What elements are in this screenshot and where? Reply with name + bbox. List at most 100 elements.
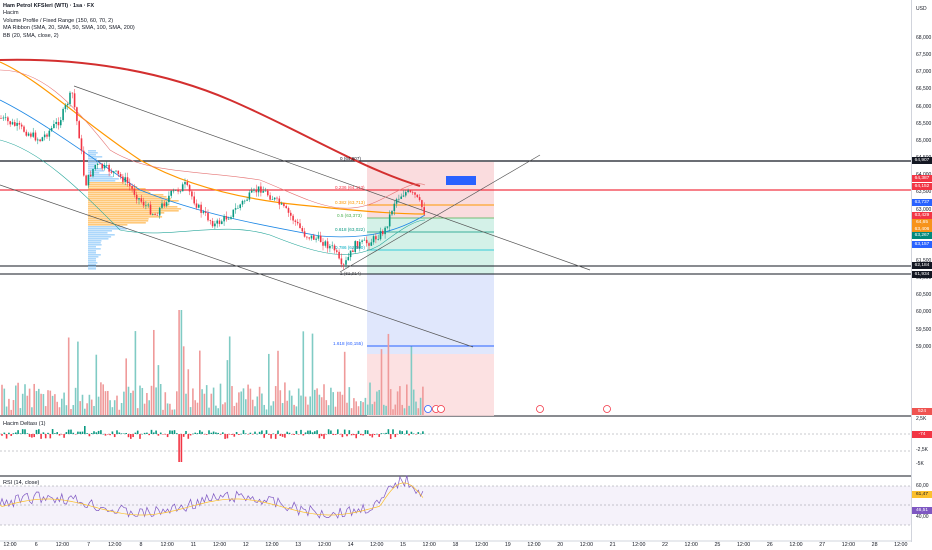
- candle[interactable]: [39, 139, 41, 142]
- candle[interactable]: [214, 223, 216, 227]
- candle[interactable]: [234, 208, 237, 210]
- candle[interactable]: [110, 171, 113, 173]
- symbol-title[interactable]: Ham Petrol KFSleri (WTI) · 1sa · FX: [3, 3, 95, 9]
- candle[interactable]: [409, 190, 412, 193]
- candle[interactable]: [241, 200, 244, 205]
- candle[interactable]: [237, 208, 239, 209]
- candle[interactable]: [411, 192, 414, 193]
- candle[interactable]: [331, 245, 333, 247]
- candle[interactable]: [317, 235, 320, 239]
- volume-series[interactable]: [1, 310, 424, 415]
- candle[interactable]: [18, 122, 21, 125]
- candle[interactable]: [32, 132, 34, 137]
- candle[interactable]: [87, 174, 90, 186]
- candle[interactable]: [71, 92, 74, 94]
- candle[interactable]: [308, 237, 310, 239]
- candle[interactable]: [262, 191, 264, 193]
- candle[interactable]: [416, 194, 419, 198]
- candle[interactable]: [43, 134, 46, 138]
- candle[interactable]: [172, 190, 175, 192]
- candle[interactable]: [25, 131, 28, 136]
- candle[interactable]: [393, 203, 396, 212]
- candle[interactable]: [207, 212, 209, 221]
- candle[interactable]: [195, 203, 198, 208]
- candle[interactable]: [278, 198, 281, 205]
- candle[interactable]: [368, 243, 370, 246]
- candle[interactable]: [405, 192, 407, 196]
- candle[interactable]: [126, 177, 129, 184]
- candle[interactable]: [145, 205, 147, 207]
- candle[interactable]: [239, 204, 241, 209]
- candle[interactable]: [163, 203, 166, 206]
- candle[interactable]: [48, 130, 51, 137]
- candle[interactable]: [30, 133, 32, 137]
- candle[interactable]: [267, 190, 269, 196]
- candle[interactable]: [292, 215, 294, 221]
- candle[interactable]: [85, 175, 87, 186]
- candle[interactable]: [20, 124, 23, 127]
- candle[interactable]: [168, 195, 170, 203]
- candle[interactable]: [83, 150, 85, 176]
- rsi-panel-title[interactable]: RSI (14, close): [3, 480, 40, 486]
- candle[interactable]: [2, 117, 5, 119]
- candle[interactable]: [356, 241, 359, 249]
- candle[interactable]: [62, 108, 64, 121]
- candle[interactable]: [131, 186, 133, 189]
- candle[interactable]: [191, 191, 193, 197]
- candle[interactable]: [41, 137, 44, 142]
- candle[interactable]: [11, 122, 14, 125]
- candle[interactable]: [386, 226, 389, 228]
- candle[interactable]: [324, 241, 327, 246]
- candle[interactable]: [14, 122, 16, 126]
- candle[interactable]: [352, 250, 354, 252]
- candle[interactable]: [149, 204, 152, 215]
- legend-bb[interactable]: BB (20, SMA, close, 2): [3, 32, 59, 39]
- candle[interactable]: [255, 189, 258, 193]
- candle[interactable]: [276, 197, 278, 199]
- candle[interactable]: [122, 176, 124, 182]
- candle[interactable]: [361, 240, 363, 242]
- candle[interactable]: [92, 168, 94, 177]
- candle[interactable]: [345, 260, 347, 265]
- candle[interactable]: [138, 198, 140, 200]
- candle[interactable]: [340, 258, 343, 265]
- candle[interactable]: [310, 235, 313, 239]
- candle[interactable]: [9, 121, 11, 125]
- candle[interactable]: [382, 231, 384, 235]
- candle[interactable]: [158, 207, 161, 216]
- candlestick-series[interactable]: [0, 88, 425, 270]
- trendline-rising[interactable]: [339, 154, 541, 273]
- candle[interactable]: [188, 185, 191, 192]
- candle[interactable]: [177, 189, 179, 192]
- candle[interactable]: [117, 170, 120, 174]
- volume-profile[interactable]: [88, 150, 182, 270]
- ma-50-line[interactable]: [0, 99, 426, 238]
- candle[interactable]: [124, 177, 126, 182]
- candle[interactable]: [313, 235, 315, 240]
- candle[interactable]: [253, 189, 255, 191]
- candle[interactable]: [246, 199, 248, 201]
- candle[interactable]: [78, 121, 80, 139]
- candle[interactable]: [402, 195, 405, 197]
- candle[interactable]: [384, 227, 386, 235]
- ma-100-line[interactable]: [0, 61, 426, 215]
- candle[interactable]: [372, 236, 375, 243]
- candle[interactable]: [94, 165, 97, 169]
- candle[interactable]: [375, 236, 377, 240]
- candle[interactable]: [338, 251, 340, 259]
- candle[interactable]: [34, 132, 37, 141]
- candle[interactable]: [290, 212, 292, 216]
- economic-event-icons[interactable]: [424, 405, 611, 413]
- candle[interactable]: [50, 128, 53, 131]
- candle[interactable]: [4, 117, 7, 119]
- candle[interactable]: [232, 209, 235, 218]
- candle[interactable]: [414, 192, 416, 195]
- candle[interactable]: [23, 126, 25, 132]
- candle[interactable]: [363, 239, 366, 241]
- candle[interactable]: [285, 206, 287, 209]
- candle[interactable]: [89, 174, 92, 177]
- candle[interactable]: [193, 196, 195, 204]
- candle[interactable]: [7, 117, 9, 122]
- candle[interactable]: [0, 118, 2, 119]
- ma-200-line[interactable]: [0, 58, 421, 187]
